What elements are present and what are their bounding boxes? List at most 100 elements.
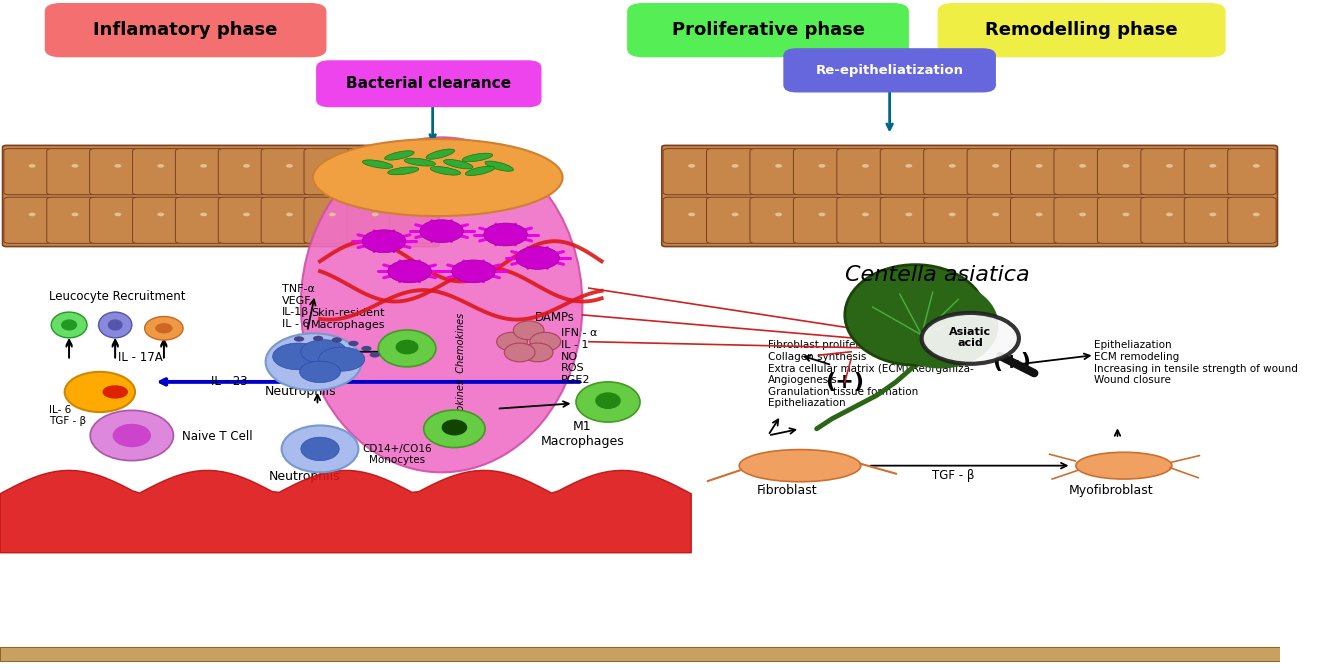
FancyBboxPatch shape: [175, 197, 223, 243]
Circle shape: [72, 212, 79, 216]
Circle shape: [516, 247, 559, 269]
FancyBboxPatch shape: [1227, 149, 1277, 195]
FancyBboxPatch shape: [89, 197, 137, 243]
FancyBboxPatch shape: [1054, 197, 1102, 243]
Ellipse shape: [300, 438, 339, 461]
Ellipse shape: [514, 321, 544, 340]
Circle shape: [862, 212, 868, 216]
Text: (+): (+): [826, 372, 864, 392]
Circle shape: [388, 260, 431, 283]
Ellipse shape: [431, 167, 460, 175]
Circle shape: [1079, 212, 1086, 216]
FancyBboxPatch shape: [663, 197, 711, 243]
FancyBboxPatch shape: [1098, 197, 1146, 243]
Text: Neutrophils: Neutrophils: [269, 470, 340, 483]
Text: Naive T Cell: Naive T Cell: [181, 430, 252, 444]
FancyBboxPatch shape: [880, 197, 928, 243]
Circle shape: [862, 164, 868, 168]
Circle shape: [372, 164, 379, 168]
Ellipse shape: [51, 312, 87, 338]
Ellipse shape: [442, 419, 467, 436]
FancyBboxPatch shape: [47, 197, 95, 243]
FancyBboxPatch shape: [663, 149, 711, 195]
Circle shape: [775, 164, 782, 168]
Ellipse shape: [61, 320, 77, 330]
Circle shape: [370, 352, 380, 358]
Circle shape: [1122, 164, 1130, 168]
Circle shape: [243, 164, 249, 168]
FancyBboxPatch shape: [219, 197, 267, 243]
Text: Remodelling phase: Remodelling phase: [986, 21, 1178, 39]
Text: Bacterial clearance: Bacterial clearance: [347, 76, 511, 91]
Circle shape: [243, 212, 249, 216]
Circle shape: [1166, 164, 1173, 168]
Text: Proliferative phase: Proliferative phase: [671, 21, 864, 39]
Ellipse shape: [1075, 452, 1171, 479]
Ellipse shape: [426, 149, 455, 159]
Ellipse shape: [300, 137, 583, 472]
Ellipse shape: [404, 158, 435, 166]
Circle shape: [329, 164, 336, 168]
Text: TNF-α
VEGF
IL-1β
IL - 6: TNF-α VEGF IL-1β IL - 6: [281, 284, 315, 329]
FancyBboxPatch shape: [794, 197, 842, 243]
Ellipse shape: [504, 343, 535, 362]
FancyBboxPatch shape: [347, 149, 395, 195]
FancyBboxPatch shape: [707, 197, 755, 243]
FancyBboxPatch shape: [880, 149, 928, 195]
FancyBboxPatch shape: [1011, 149, 1059, 195]
Circle shape: [285, 212, 293, 216]
Text: IL - 23: IL - 23: [211, 375, 248, 389]
Ellipse shape: [466, 166, 495, 176]
FancyBboxPatch shape: [1141, 149, 1190, 195]
Ellipse shape: [313, 139, 563, 216]
Circle shape: [992, 212, 999, 216]
Ellipse shape: [91, 410, 173, 461]
Circle shape: [688, 212, 695, 216]
FancyBboxPatch shape: [967, 149, 1015, 195]
Text: Asiatic
acid: Asiatic acid: [950, 327, 991, 348]
FancyBboxPatch shape: [261, 149, 309, 195]
FancyBboxPatch shape: [923, 197, 972, 243]
FancyBboxPatch shape: [836, 197, 886, 243]
Circle shape: [948, 164, 955, 168]
Circle shape: [157, 164, 164, 168]
Ellipse shape: [155, 323, 172, 334]
FancyBboxPatch shape: [1185, 197, 1233, 243]
Ellipse shape: [496, 332, 527, 351]
Circle shape: [1253, 212, 1259, 216]
Ellipse shape: [388, 167, 419, 175]
Circle shape: [484, 223, 527, 246]
Circle shape: [819, 212, 826, 216]
Circle shape: [1122, 212, 1130, 216]
Circle shape: [415, 212, 422, 216]
Circle shape: [1079, 164, 1086, 168]
FancyBboxPatch shape: [4, 149, 52, 195]
Text: Fibroblast: Fibroblast: [756, 484, 818, 496]
Circle shape: [819, 164, 826, 168]
FancyBboxPatch shape: [390, 149, 438, 195]
Circle shape: [372, 212, 379, 216]
Circle shape: [452, 260, 495, 283]
Circle shape: [906, 164, 912, 168]
FancyBboxPatch shape: [707, 149, 755, 195]
Ellipse shape: [281, 425, 359, 472]
Circle shape: [1210, 212, 1217, 216]
Circle shape: [731, 212, 739, 216]
FancyBboxPatch shape: [390, 197, 438, 243]
FancyBboxPatch shape: [89, 149, 137, 195]
FancyBboxPatch shape: [662, 145, 1278, 247]
FancyBboxPatch shape: [628, 4, 908, 57]
Text: Myofibroblast: Myofibroblast: [1069, 484, 1154, 496]
Ellipse shape: [883, 281, 998, 368]
Text: IL- 6
TGF - β: IL- 6 TGF - β: [48, 405, 85, 426]
Text: Neutrophils: Neutrophils: [265, 385, 336, 398]
Text: CD14+/CO16
Monocytes: CD14+/CO16 Monocytes: [362, 444, 432, 465]
Circle shape: [775, 212, 782, 216]
FancyBboxPatch shape: [794, 149, 842, 195]
FancyBboxPatch shape: [3, 145, 439, 247]
Circle shape: [948, 212, 955, 216]
Ellipse shape: [424, 410, 486, 448]
Text: Leucocyte Recruitment: Leucocyte Recruitment: [48, 289, 185, 303]
Circle shape: [992, 164, 999, 168]
FancyBboxPatch shape: [304, 197, 352, 243]
